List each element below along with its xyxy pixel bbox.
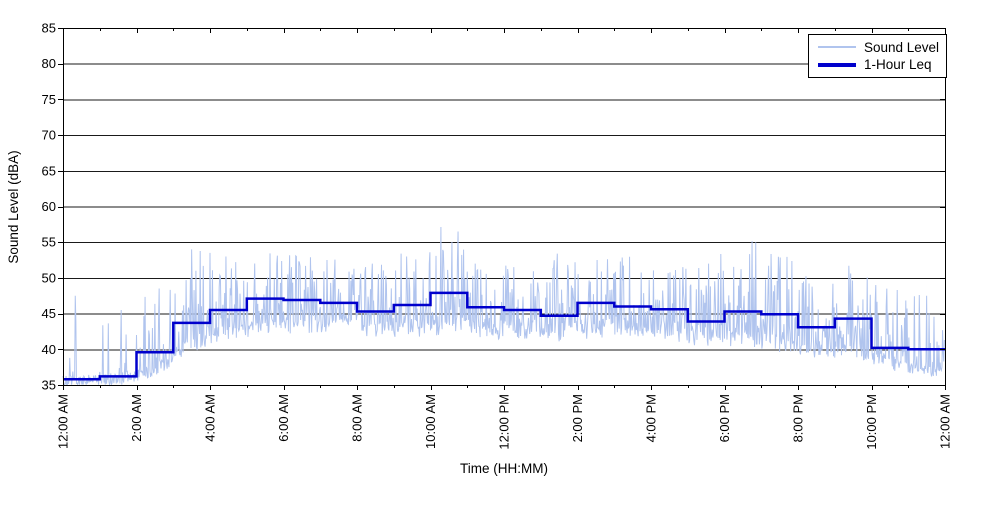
y-tick-labels: 35 40 45 50 55 60 65 70 75 80 85	[42, 21, 56, 393]
legend-label-leq: 1-Hour Leq	[864, 57, 932, 73]
x-tick-labels: 12:00 AM 2:00 AM 4:00 AM 6:00 AM 8:00 AM 10:0…	[56, 394, 953, 450]
legend-label-sound-level: Sound Level	[864, 39, 940, 55]
legend-entry-leq: 1-Hour Leq	[809, 57, 946, 72]
leq-line-sample	[818, 62, 856, 67]
x-tick-label: 12:00 AM	[56, 394, 71, 449]
y-tick-label: 60	[42, 199, 56, 214]
y-tick-label: 70	[42, 128, 56, 143]
x-tick-label: 10:00 AM	[423, 394, 438, 449]
series-layer	[62, 226, 945, 387]
y-tick-label: 45	[42, 306, 56, 321]
y-tick-label: 55	[42, 235, 56, 250]
y-tick-label: 75	[42, 92, 56, 107]
x-tick-label: 2:00 AM	[129, 394, 144, 442]
x-tick-label: 4:00 AM	[203, 394, 218, 442]
x-tick-label: 12:00 PM	[497, 394, 512, 450]
legend: Sound Level 1-Hour Leq	[808, 34, 947, 78]
x-axis-title: Time (HH:MM)	[460, 461, 548, 476]
x-tick-label: 6:00 AM	[276, 394, 291, 442]
x-tick-label: 6:00 PM	[717, 394, 732, 442]
leq-step-path	[63, 291, 945, 381]
sound-level-line-sample	[818, 46, 856, 49]
y-tick-label: 40	[42, 342, 56, 357]
axis-ticks	[58, 28, 946, 390]
x-tick-label: 8:00 PM	[791, 394, 806, 442]
y-tick-label: 35	[42, 378, 56, 393]
x-tick-label: 4:00 PM	[644, 394, 659, 442]
y-axis-title: Sound Level (dBA)	[6, 150, 21, 263]
x-tick-label: 8:00 AM	[350, 394, 365, 442]
y-tick-label: 65	[42, 163, 56, 178]
y-tick-label: 85	[42, 21, 56, 36]
x-tick-label: 10:00 PM	[864, 394, 879, 450]
sound-level-series-path	[62, 226, 945, 387]
x-tick-label: 12:00 AM	[938, 394, 953, 449]
legend-entry-sound-level: Sound Level	[809, 40, 946, 55]
y-tick-label: 50	[42, 270, 56, 285]
y-tick-label: 80	[42, 56, 56, 71]
x-tick-label: 2:00 PM	[570, 394, 585, 442]
